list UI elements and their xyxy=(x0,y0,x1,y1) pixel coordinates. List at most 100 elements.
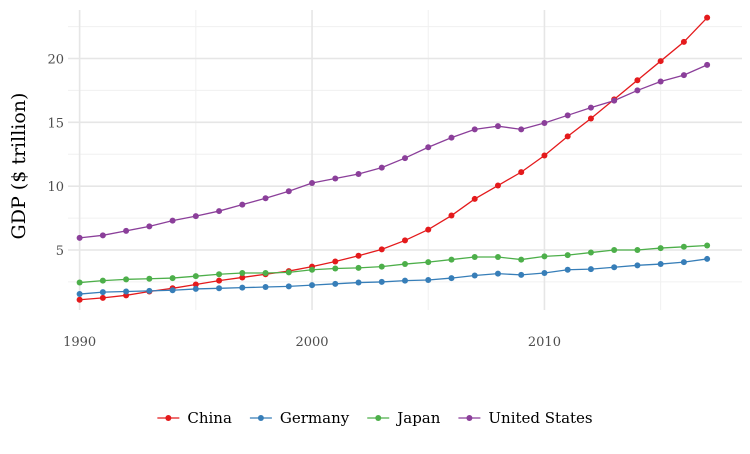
x-axis-tick-labels: 1990 2000 2010 xyxy=(63,335,561,350)
x-tick-label: 2000 xyxy=(295,335,328,350)
y-tick-label: 15 xyxy=(47,116,64,131)
series-line-japan xyxy=(79,244,708,284)
data-point-japan xyxy=(332,265,339,272)
series-lines xyxy=(79,17,708,301)
data-point-germany xyxy=(704,255,711,262)
data-point-japan xyxy=(518,256,525,263)
legend-label: Germany xyxy=(280,409,350,427)
legend-key-point xyxy=(165,415,172,421)
data-point-united-states xyxy=(192,213,199,220)
data-point-japan xyxy=(146,275,153,282)
data-point-japan xyxy=(448,256,455,263)
data-point-germany xyxy=(285,283,292,290)
data-point-china xyxy=(192,281,199,288)
data-point-china xyxy=(355,252,362,259)
data-point-japan xyxy=(99,277,106,284)
data-point-germany xyxy=(425,277,432,283)
legend-item-china: China xyxy=(157,409,232,427)
y-axis-title: GDP ($ trillion) xyxy=(8,93,30,240)
data-point-germany xyxy=(309,282,316,289)
data-point-germany xyxy=(355,279,362,286)
data-point-germany xyxy=(448,275,455,282)
data-point-germany xyxy=(123,288,130,295)
data-point-germany xyxy=(587,266,594,273)
data-point-japan xyxy=(471,254,478,261)
data-point-china xyxy=(378,246,385,253)
data-point-japan xyxy=(239,269,246,276)
legend-item-germany: Germany xyxy=(249,409,350,427)
data-point-united-states xyxy=(402,155,408,162)
data-point-germany xyxy=(262,284,269,291)
data-point-germany xyxy=(99,289,106,296)
data-point-germany xyxy=(657,261,664,268)
data-point-united-states xyxy=(611,97,618,104)
series-line-china xyxy=(79,17,708,301)
legend-key-point xyxy=(466,415,473,421)
data-point-china xyxy=(634,77,641,84)
data-point-united-states xyxy=(680,72,687,79)
data-point-united-states xyxy=(541,119,548,126)
y-tick-label: 20 xyxy=(47,53,64,68)
data-point-united-states xyxy=(332,175,339,182)
data-point-china xyxy=(471,195,478,202)
data-point-germany xyxy=(332,280,339,287)
data-point-united-states xyxy=(216,208,223,215)
data-point-china xyxy=(448,212,455,219)
data-point-germany xyxy=(146,287,153,294)
x-tick-label: 2010 xyxy=(528,335,561,350)
data-point-japan xyxy=(402,261,408,268)
data-point-germany xyxy=(239,284,246,291)
data-point-united-states xyxy=(518,126,525,133)
data-point-china xyxy=(704,14,711,21)
series-line-germany xyxy=(79,258,708,295)
data-point-germany xyxy=(494,270,501,277)
data-point-japan xyxy=(285,269,292,276)
data-point-united-states xyxy=(355,171,362,178)
data-point-japan xyxy=(378,263,385,270)
data-point-germany xyxy=(680,259,687,266)
data-point-germany xyxy=(634,262,641,269)
data-point-germany xyxy=(402,277,408,284)
data-point-china xyxy=(425,226,432,233)
data-point-germany xyxy=(216,285,223,292)
data-point-japan xyxy=(123,276,130,283)
data-point-united-states xyxy=(76,234,83,241)
data-point-united-states xyxy=(285,188,292,195)
data-point-japan xyxy=(216,271,223,278)
data-point-united-states xyxy=(657,78,664,85)
legend-key-point xyxy=(257,415,264,421)
data-point-united-states xyxy=(123,227,130,234)
data-point-china xyxy=(99,294,106,301)
data-point-united-states xyxy=(471,126,478,133)
data-point-japan xyxy=(262,269,269,276)
data-point-japan xyxy=(680,243,687,250)
data-point-china xyxy=(564,133,571,140)
y-tick-label: 10 xyxy=(47,180,64,195)
data-point-germany xyxy=(192,285,199,292)
data-point-united-states xyxy=(587,104,594,111)
data-point-japan xyxy=(564,252,571,259)
legend-item-japan: Japan xyxy=(367,409,441,427)
data-point-china xyxy=(494,182,501,189)
data-point-germany xyxy=(541,269,548,276)
data-point-germany xyxy=(169,287,176,294)
data-point-united-states xyxy=(634,87,641,94)
data-point-united-states xyxy=(564,112,571,119)
data-point-united-states xyxy=(262,195,269,202)
data-point-china xyxy=(680,38,687,45)
data-point-united-states xyxy=(169,217,176,224)
data-point-japan xyxy=(355,264,362,271)
x-tick-label: 1990 xyxy=(63,335,96,350)
data-point-united-states xyxy=(494,123,501,130)
legend-label: Japan xyxy=(395,409,441,427)
series-line-united-states xyxy=(79,64,708,239)
data-point-japan xyxy=(309,266,316,273)
data-point-japan xyxy=(634,247,641,253)
legend-key-point xyxy=(375,415,382,421)
data-point-japan xyxy=(657,245,664,252)
y-axis-tick-labels: 5 10 15 20 xyxy=(47,53,64,259)
data-point-germany xyxy=(378,278,385,285)
legend-item-united-states: United States xyxy=(458,409,593,427)
